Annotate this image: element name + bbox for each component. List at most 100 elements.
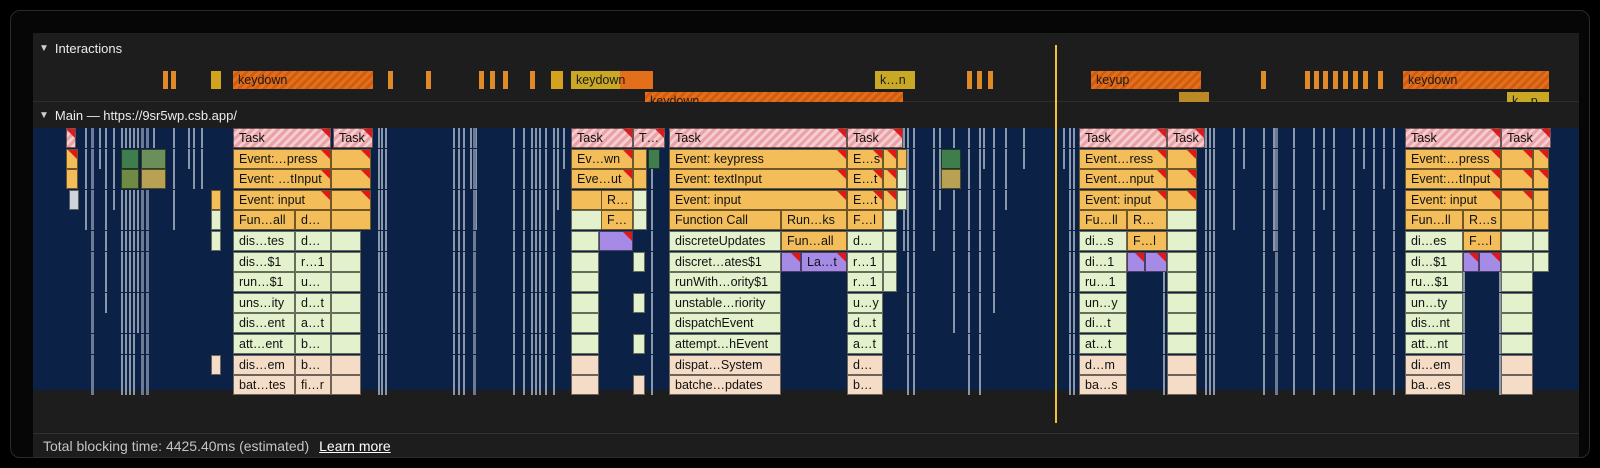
flame-tick[interactable] <box>1243 128 1245 148</box>
flame-tick[interactable] <box>907 148 909 169</box>
flame-tick[interactable] <box>1073 148 1075 169</box>
interaction-bar-keyup[interactable]: keyup <box>1091 71 1201 89</box>
flame-tick[interactable] <box>535 210 537 231</box>
flame-tick[interactable] <box>1313 313 1315 334</box>
flame-tick[interactable] <box>913 313 915 334</box>
flame-tick[interactable] <box>463 231 465 251</box>
flame-call-block[interactable]: dispatchEvent <box>669 313 781 334</box>
flame-tick[interactable] <box>1499 292 1501 313</box>
flame-tick[interactable] <box>1373 272 1375 293</box>
flame-tick[interactable] <box>470 148 472 169</box>
flame-call-block[interactable] <box>883 231 897 251</box>
flame-tick[interactable] <box>1205 189 1207 210</box>
flame-tick[interactable] <box>381 169 383 190</box>
flame-tick[interactable] <box>968 169 970 190</box>
flame-tick[interactable] <box>1263 231 1265 251</box>
flame-tick[interactable] <box>531 354 533 375</box>
flame-tick[interactable] <box>545 251 547 272</box>
flame-tick[interactable] <box>385 354 387 375</box>
flame-tick[interactable] <box>458 169 460 190</box>
flame-call-block[interactable] <box>1533 210 1549 231</box>
flame-call-block[interactable]: Event: input <box>1405 189 1501 210</box>
flame-tick[interactable] <box>381 189 383 210</box>
flame-tick[interactable] <box>968 189 970 210</box>
flame-call-block[interactable]: dis…tes <box>233 231 295 251</box>
flame-tick[interactable] <box>913 334 915 354</box>
flame-tick[interactable] <box>1213 231 1215 251</box>
flame-tick[interactable] <box>463 292 465 313</box>
flame-tick[interactable] <box>381 375 383 396</box>
flame-tick[interactable] <box>475 148 477 169</box>
flame-tick[interactable] <box>1293 169 1295 190</box>
flame-tick[interactable] <box>535 334 537 354</box>
flame-tick[interactable] <box>651 251 653 272</box>
flame-tick[interactable] <box>473 231 476 251</box>
flame-tick[interactable] <box>1353 148 1355 169</box>
flame-tick[interactable] <box>545 210 547 231</box>
flame-tick[interactable] <box>1209 313 1211 334</box>
flame-tick[interactable] <box>1393 231 1395 251</box>
flame-tick[interactable] <box>1069 169 1071 190</box>
flame-tick[interactable] <box>121 251 123 272</box>
flame-tick[interactable] <box>378 189 380 210</box>
flame-tick[interactable] <box>545 292 547 313</box>
flame-call-block[interactable]: un…ty <box>1405 292 1463 313</box>
flame-tick[interactable] <box>91 189 94 210</box>
flame-tick[interactable] <box>1323 169 1325 190</box>
flame-tick[interactable] <box>125 210 127 231</box>
flame-call-block[interactable] <box>633 251 645 272</box>
flame-call-block[interactable] <box>897 148 907 169</box>
flame-tick[interactable] <box>1393 334 1395 354</box>
flame-call-block[interactable]: Function Call <box>669 210 781 231</box>
flame-tick[interactable] <box>121 272 123 293</box>
flame-tick[interactable] <box>539 189 541 210</box>
flame-tick[interactable] <box>85 169 87 190</box>
flame-tick[interactable] <box>141 231 144 251</box>
flame-tick[interactable] <box>1209 375 1211 396</box>
flame-tick[interactable] <box>907 189 909 210</box>
flame-tick[interactable] <box>129 272 131 293</box>
flame-tick[interactable] <box>99 128 101 148</box>
flame-tick[interactable] <box>913 375 915 396</box>
flame-tick[interactable] <box>553 272 555 293</box>
flame-tick[interactable] <box>539 375 541 396</box>
flame-tick[interactable] <box>1373 354 1375 375</box>
flame-tick[interactable] <box>913 210 915 231</box>
flame-tick[interactable] <box>1293 128 1295 148</box>
flame-tick[interactable] <box>470 169 472 190</box>
flame-call-block[interactable] <box>897 169 907 190</box>
flame-tick[interactable] <box>513 334 515 354</box>
flame-call-block[interactable]: d… <box>847 354 883 375</box>
flame-tick[interactable] <box>201 148 203 169</box>
flame-call-block[interactable]: ru…$1 <box>1405 272 1463 293</box>
flame-tick[interactable] <box>1263 292 1265 313</box>
flame-tick[interactable] <box>385 375 387 396</box>
interaction-tick[interactable] <box>211 71 221 89</box>
flame-call-block[interactable] <box>1533 231 1549 251</box>
flame-tick[interactable] <box>1213 148 1215 169</box>
flame-tick[interactable] <box>968 231 970 251</box>
flame-tick[interactable] <box>1353 251 1355 272</box>
flame-tick[interactable] <box>1463 292 1465 313</box>
flame-tick[interactable] <box>651 354 653 375</box>
collapse-triangle-icon[interactable]: ▼ <box>39 109 49 121</box>
flame-call-block[interactable] <box>941 148 961 169</box>
flame-tick[interactable] <box>473 375 476 396</box>
flame-tick[interactable] <box>1073 334 1075 354</box>
flame-tick[interactable] <box>475 210 477 231</box>
flame-tick[interactable] <box>968 210 970 231</box>
flame-tick[interactable] <box>1463 354 1465 375</box>
flame-tick[interactable] <box>1063 148 1065 169</box>
flame-tick[interactable] <box>385 128 387 148</box>
flame-tick[interactable] <box>378 128 380 148</box>
flame-tick[interactable] <box>523 251 525 272</box>
flame-call-block[interactable]: Event:…tInput <box>1405 169 1501 190</box>
flame-tick[interactable] <box>539 272 541 293</box>
flame-tick[interactable] <box>146 128 149 148</box>
flame-tick[interactable] <box>1313 375 1315 396</box>
flame-tick[interactable] <box>1209 251 1211 272</box>
flame-tick[interactable] <box>188 148 190 169</box>
interaction-tick[interactable] <box>1323 71 1328 89</box>
flame-tick[interactable] <box>141 251 144 272</box>
flame-tick[interactable] <box>513 354 515 375</box>
